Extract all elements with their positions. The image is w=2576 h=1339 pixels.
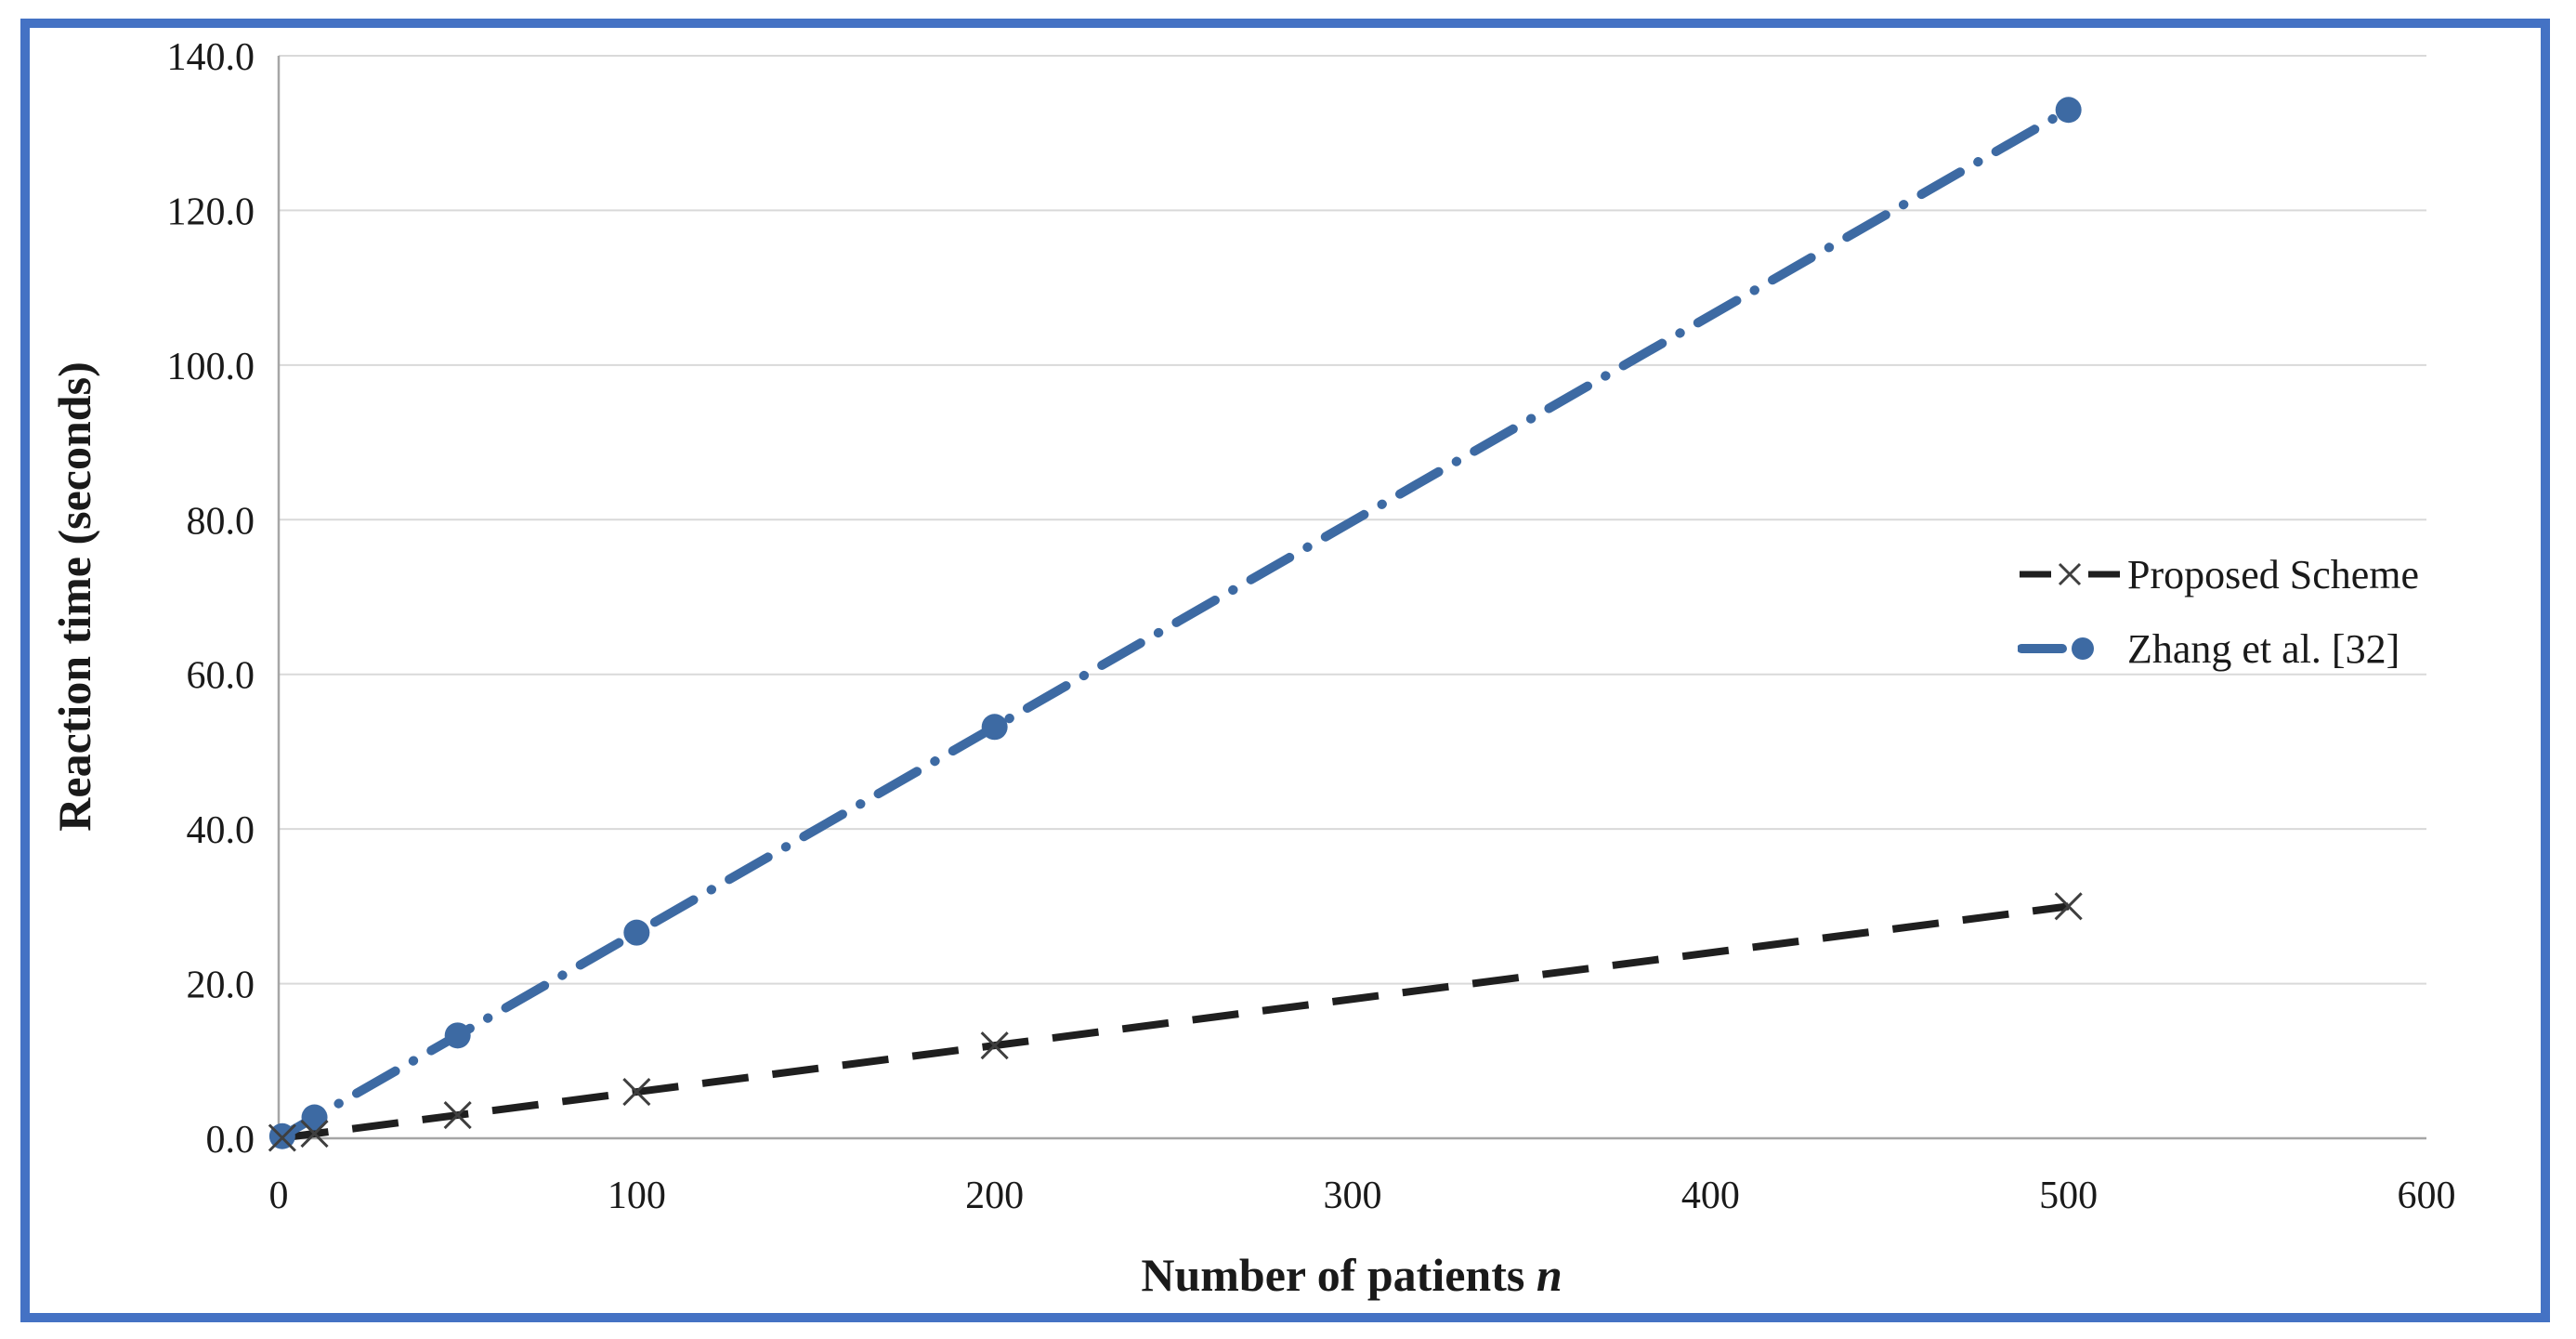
legend-circle-marker-icon (2072, 637, 2094, 660)
y-tick-label: 120.0 (167, 190, 255, 233)
x-axis-title-text: Number of patients (1141, 1249, 1536, 1301)
y-tick-label: 60.0 (187, 655, 255, 698)
y-tick-label: 100.0 (167, 346, 255, 388)
data-point-x (300, 1119, 329, 1149)
legend-marker-proposed-scheme (2020, 562, 2120, 586)
x-tick-label: 0 (269, 1175, 289, 1217)
data-point-x (2054, 892, 2083, 921)
y-tick-label: 140.0 (167, 36, 255, 79)
x-tick-label: 200 (965, 1175, 1024, 1217)
x-tick-label: 400 (1681, 1175, 1740, 1217)
y-axis-title: Reaction time (seconds) (48, 361, 100, 832)
data-point-circle (981, 714, 1008, 741)
data-point-circle (2055, 97, 2082, 124)
x-tick-label: 500 (2039, 1175, 2098, 1217)
legend-x-marker-icon (2058, 562, 2082, 586)
data-point-circle (623, 919, 650, 946)
x-tick-label: 600 (2398, 1175, 2456, 1217)
legend-item-zhang: Zhang et al. [32] (2018, 625, 2419, 672)
data-point-circle (301, 1104, 328, 1131)
x-axis-title: Number of patients n (1141, 1248, 1562, 1302)
legend-label-zhang: Zhang et al. [32] (2127, 625, 2400, 672)
legend: Proposed Scheme Zhang et al. [32] (2018, 552, 2419, 672)
series-line-zhang-et-al-32 (277, 105, 2073, 1141)
y-tick-label: 0.0 (206, 1119, 255, 1162)
legend-item-proposed-scheme: Proposed Scheme (2018, 552, 2419, 597)
data-point-x (268, 1123, 296, 1152)
data-point-x (980, 1031, 1009, 1060)
data-point-circle (444, 1022, 471, 1049)
series-line-proposed-scheme (281, 902, 2070, 1142)
x-axis-title-variable: n (1536, 1249, 1563, 1301)
y-tick-label: 80.0 (187, 500, 255, 543)
y-tick-label: 20.0 (187, 965, 255, 1007)
legend-marker-zhang (2018, 637, 2094, 660)
data-point-x (622, 1078, 651, 1107)
x-tick-label: 300 (1324, 1175, 1382, 1217)
x-tick-label: 100 (608, 1175, 666, 1217)
chart-border-frame (20, 19, 2550, 1322)
y-tick-label: 40.0 (187, 809, 255, 852)
legend-label-proposed-scheme: Proposed Scheme (2127, 551, 2420, 597)
data-point-x (443, 1100, 472, 1130)
